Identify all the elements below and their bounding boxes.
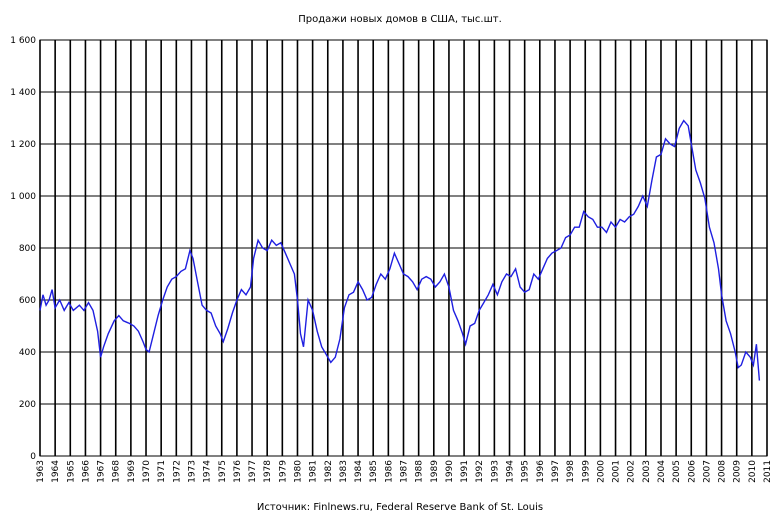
x-tick-label: 2001: [612, 460, 622, 483]
x-tick-label: 1981: [309, 460, 319, 483]
x-tick-label: 1980: [293, 460, 303, 483]
plot-area-border: [39, 39, 768, 457]
x-axis-ticks: 1963 1964 1965 1966 1967 1968 1969 1970 1971 1972…: [36, 460, 773, 483]
x-tick-label: 2000: [596, 460, 606, 483]
x-tick-label: 1982: [324, 460, 334, 483]
x-tick-label: 1988: [415, 460, 425, 483]
chart-source-note: Источник: Finlnews.ru, Federal Reserve B…: [257, 502, 543, 513]
x-tick-label: 1970: [142, 460, 152, 483]
x-tick-label: 2005: [672, 460, 682, 483]
x-tick-label: 1969: [127, 460, 137, 483]
y-tick-label: 1 400: [10, 88, 36, 98]
x-tick-label: 2011: [763, 460, 773, 483]
x-tick-label: 1973: [187, 460, 197, 483]
x-tick-label: 1995: [521, 460, 531, 483]
x-tick-label: 2003: [642, 460, 652, 483]
x-tick-label: 1992: [475, 460, 485, 483]
y-axis-ticks: 0 200 400 600 800 1 000 1 200 1 400 1 600: [10, 36, 36, 462]
x-tick-label: 1983: [339, 460, 349, 483]
chart-title: Продажи новых домов в США, тыс.шт.: [298, 14, 502, 25]
x-tick-label: 1977: [248, 460, 258, 483]
x-tick-label: 2008: [718, 460, 728, 483]
x-tick-label: 1972: [172, 460, 182, 483]
y-tick-label: 1 200: [10, 140, 36, 150]
x-tick-label: 2002: [627, 460, 637, 483]
x-tick-label: 1968: [112, 460, 122, 483]
y-tick-label: 1 600: [10, 36, 36, 46]
x-tick-label: 1993: [490, 460, 500, 483]
x-tick-label: 1999: [581, 460, 591, 483]
x-tick-label: 1965: [66, 460, 76, 483]
x-tick-label: 1963: [36, 460, 46, 483]
x-tick-label: 1978: [263, 460, 273, 483]
x-tick-label: 1979: [278, 460, 288, 483]
x-tick-label: 1971: [157, 460, 167, 483]
y-tick-label: 400: [19, 348, 36, 358]
x-tick-label: 1966: [81, 460, 91, 483]
x-tick-label: 1997: [551, 460, 561, 483]
x-tick-label: 1998: [566, 460, 576, 483]
y-tick-label: 200: [19, 400, 36, 410]
x-tick-label: 1964: [51, 460, 61, 483]
grid-lines: [39, 39, 768, 457]
x-tick-label: 1976: [233, 460, 243, 483]
x-tick-label: 1986: [384, 460, 394, 483]
x-tick-label: 1990: [445, 460, 455, 483]
x-tick-label: 1985: [369, 460, 379, 483]
x-tick-label: 2007: [702, 460, 712, 483]
x-tick-label: 1994: [506, 460, 516, 483]
x-tick-label: 1974: [203, 460, 213, 483]
x-tick-label: 2006: [687, 460, 697, 483]
y-tick-label: 0: [30, 452, 36, 462]
x-tick-label: 1984: [354, 460, 364, 483]
y-tick-label: 1 000: [10, 192, 36, 202]
x-tick-label: 1967: [97, 460, 107, 483]
x-tick-label: 2010: [748, 460, 758, 483]
x-tick-label: 2009: [733, 460, 743, 483]
x-tick-label: 1987: [400, 460, 410, 483]
x-tick-label: 1991: [460, 460, 470, 483]
x-tick-label: 1996: [536, 460, 546, 483]
y-tick-label: 800: [19, 244, 36, 254]
x-tick-label: 1975: [218, 460, 228, 483]
x-tick-label: 2004: [657, 460, 667, 483]
x-tick-label: 1989: [430, 460, 440, 483]
series-line: [39, 119, 761, 381]
y-tick-label: 600: [19, 296, 36, 306]
